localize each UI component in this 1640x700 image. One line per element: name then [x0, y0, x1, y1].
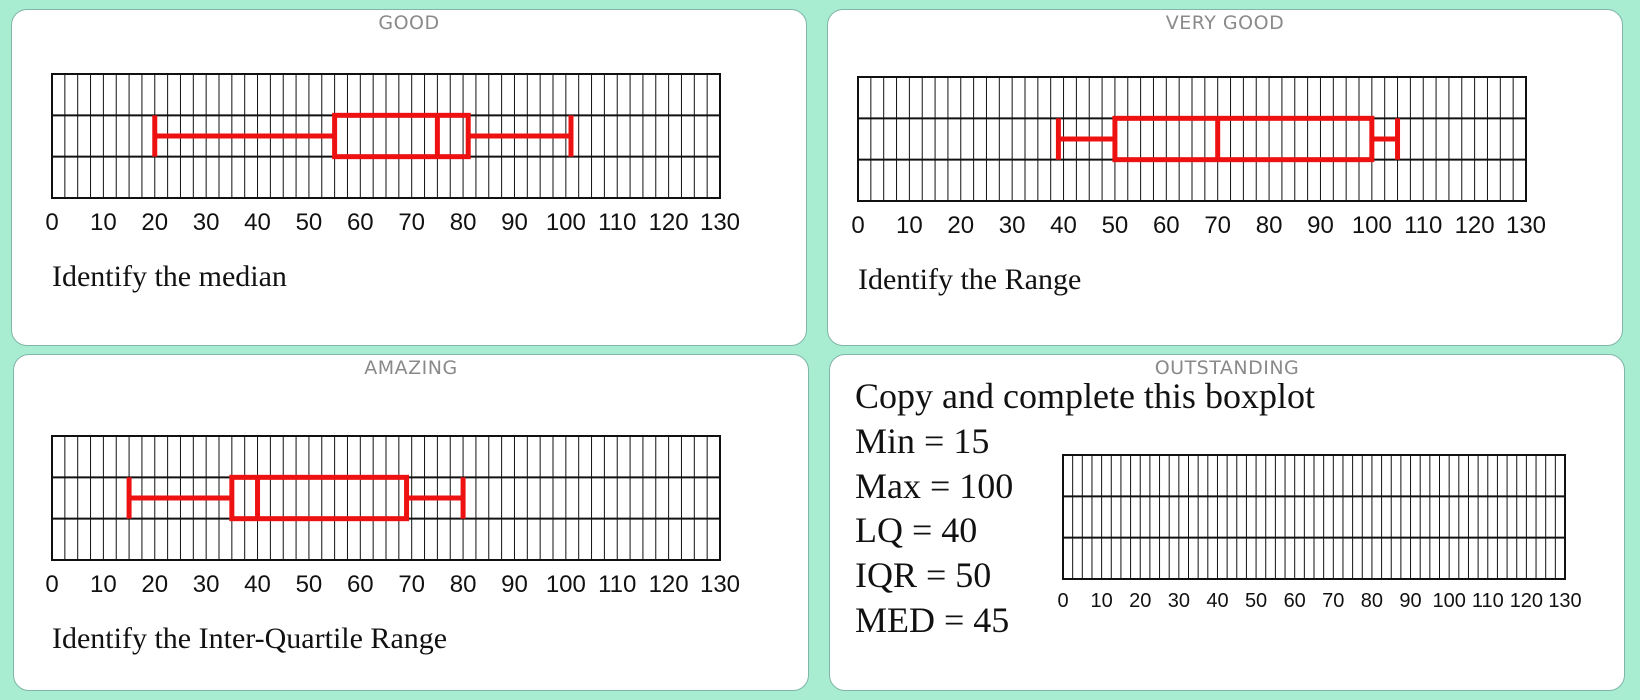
iqr-box — [229, 474, 410, 522]
tick-label: 70 — [398, 209, 425, 236]
tick-label: 90 — [1307, 212, 1334, 239]
tick-label: 80 — [1361, 590, 1383, 612]
tick-label: 10 — [1090, 590, 1112, 612]
card-title: VERY GOOD — [1165, 12, 1285, 34]
card-title: AMAZING — [364, 357, 458, 379]
tick-label: 100 — [546, 209, 586, 236]
boxplot-grid: 0 10 20 30 40 50 60 70 80 90 100 110 120 130 — [45, 435, 740, 598]
tick-label: 10 — [90, 571, 117, 598]
tick-label: 90 — [1399, 590, 1421, 612]
tick-label: 30 — [193, 209, 220, 236]
grid-border — [1062, 454, 1566, 580]
tick-label: 100 — [1432, 590, 1465, 612]
tick-label: 20 — [1129, 590, 1151, 612]
card-outstanding: OUTSTANDING Copy and complete this boxpl… — [829, 354, 1625, 691]
tick-label: 0 — [1057, 590, 1068, 612]
task-max: Max = 100 — [855, 466, 1014, 506]
card-very-good: VERY GOOD 0 10 20 30 40 50 60 70 80 90 100 110 120 13… — [827, 9, 1623, 346]
tick-label: 110 — [1404, 212, 1442, 239]
iqr-box — [1112, 115, 1375, 163]
grid-lines — [857, 76, 1527, 202]
tick-label: 130 — [700, 571, 740, 598]
tick-label: 70 — [1322, 590, 1344, 612]
tick-label: 80 — [450, 209, 477, 236]
tick-label: 110 — [1472, 590, 1504, 612]
tick-label: 110 — [598, 571, 636, 598]
tick-label: 60 — [1284, 590, 1306, 612]
grid-border — [51, 73, 721, 199]
tick-label: 80 — [1256, 212, 1283, 239]
tick-label: 90 — [501, 209, 528, 236]
tick-label: 120 — [649, 209, 689, 236]
tick-label: 110 — [598, 209, 636, 236]
task-heading: Copy and complete this boxplot — [855, 376, 1315, 416]
tick-label: 120 — [649, 571, 689, 598]
card-title: GOOD — [378, 12, 440, 34]
card-amazing: AMAZING 0 10 20 30 40 50 60 70 80 90 100 110 120 130 … — [13, 354, 809, 691]
tick-label: 20 — [947, 212, 974, 239]
task-iqr: IQR = 50 — [855, 555, 992, 595]
tick-label: 70 — [1204, 212, 1231, 239]
tick-label: 40 — [1050, 212, 1077, 239]
tick-label: 60 — [347, 571, 374, 598]
tick-label: 130 — [1506, 212, 1546, 239]
grid-lines — [51, 73, 721, 199]
tick-label: 130 — [1548, 590, 1581, 612]
tick-label: 0 — [45, 571, 58, 598]
tick-label: 100 — [1352, 212, 1392, 239]
tick-label: 30 — [999, 212, 1026, 239]
tick-label: 50 — [296, 209, 323, 236]
card-prompt: Identify the median — [52, 260, 287, 293]
boxplot-grid: 0 10 20 30 40 50 60 70 80 90 100 110 120 130 — [45, 73, 740, 236]
iqr-box — [332, 112, 471, 160]
grid-border — [51, 435, 721, 561]
card-good: GOOD 0 10 20 30 40 50 60 70 80 90 100 110 120 130 Ide… — [11, 9, 807, 346]
tick-label: 50 — [1102, 212, 1129, 239]
tick-label: 0 — [45, 209, 58, 236]
boxplot-grid: 0 10 20 30 40 50 60 70 80 90 100 110 120 130 — [851, 76, 1546, 239]
tick-label: 0 — [851, 212, 864, 239]
tick-label: 40 — [244, 209, 271, 236]
card-prompt: Identify the Range — [858, 263, 1082, 296]
tick-label: 50 — [1245, 590, 1267, 612]
grid-lines — [1062, 454, 1566, 580]
card-title: OUTSTANDING — [1154, 357, 1300, 379]
tick-label: 120 — [1455, 212, 1495, 239]
blank-boxplot-grid: 0 10 20 30 40 50 60 70 80 90 100 110 120 130 — [1057, 454, 1582, 612]
tick-label: 100 — [546, 571, 586, 598]
tick-label: 90 — [501, 571, 528, 598]
tick-label: 20 — [141, 209, 168, 236]
tick-label: 10 — [896, 212, 923, 239]
tick-label: 30 — [193, 571, 220, 598]
card-prompt: Identify the Inter-Quartile Range — [52, 622, 448, 655]
task-median: MED = 45 — [855, 600, 1010, 640]
tick-label: 60 — [347, 209, 374, 236]
tick-label: 20 — [141, 571, 168, 598]
task-lq: LQ = 40 — [855, 510, 978, 550]
grid-lines — [51, 435, 721, 561]
tick-label: 60 — [1153, 212, 1180, 239]
tick-label: 130 — [700, 209, 740, 236]
tick-label: 70 — [398, 571, 425, 598]
tick-label: 50 — [296, 571, 323, 598]
grid-border — [857, 76, 1527, 202]
tick-label: 10 — [90, 209, 117, 236]
tick-label: 30 — [1168, 590, 1190, 612]
tick-label: 120 — [1510, 590, 1543, 612]
tick-label: 80 — [450, 571, 477, 598]
task-min: Min = 15 — [855, 421, 990, 461]
tick-label: 40 — [1206, 590, 1228, 612]
tick-label: 40 — [244, 571, 271, 598]
